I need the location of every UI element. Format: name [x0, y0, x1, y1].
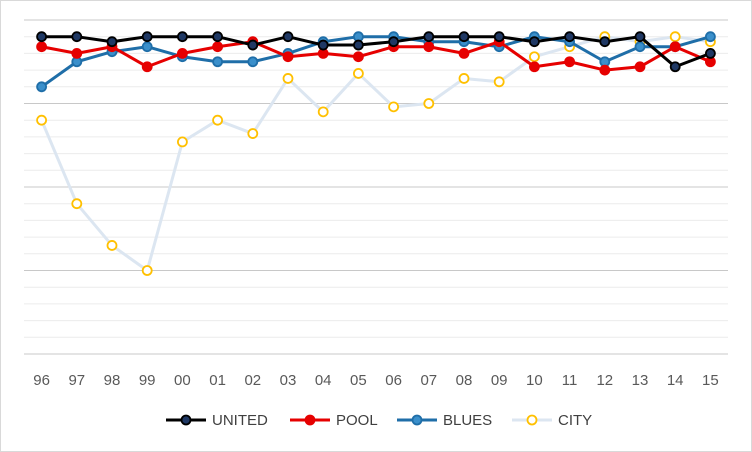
legend-label: POOL: [336, 412, 378, 429]
x-tick-label: 10: [526, 372, 543, 389]
x-tick-label: 07: [420, 372, 437, 389]
legend-marker-swatch: [180, 414, 192, 426]
x-axis: 96 97 98 99 00 01 02 03 04 05 06 07 08 09 10 11 12 13 14 15: [33, 372, 718, 389]
data-point-united: [352, 39, 364, 51]
data-point-pool: [71, 48, 83, 59]
data-point-pool: [282, 51, 294, 63]
data-point-united: [176, 31, 188, 43]
x-tick-label: 02: [244, 372, 261, 389]
series-lines: [36, 31, 716, 276]
data-point-united: [529, 36, 540, 48]
series-line-pool: [41, 40, 711, 72]
legend-marker-swatch: [526, 414, 538, 426]
data-point-pool: [564, 56, 575, 68]
data-point-united: [493, 31, 505, 43]
data-point-pool: [36, 41, 47, 53]
data-point-city: [282, 73, 294, 84]
data-point-pool: [176, 48, 188, 59]
data-point-blues: [212, 56, 224, 68]
x-tick-label: 97: [68, 372, 85, 389]
x-tick-label: 01: [209, 372, 226, 389]
data-point-united: [564, 31, 575, 43]
data-point-pool: [212, 41, 224, 53]
data-point-city: [141, 265, 153, 276]
data-point-united: [36, 31, 47, 43]
data-point-pool: [529, 61, 540, 73]
x-tick-label: 12: [596, 372, 613, 389]
series-united: [36, 31, 716, 73]
data-point-blues: [36, 81, 47, 93]
data-point-united: [71, 31, 83, 43]
data-point-united: [317, 39, 329, 51]
data-point-city: [388, 101, 400, 113]
x-tick-label: 06: [385, 372, 402, 389]
x-tick-label: 08: [456, 372, 473, 389]
data-point-blues: [141, 41, 153, 53]
data-point-city: [458, 73, 470, 84]
data-point-united: [141, 31, 153, 43]
data-point-city: [106, 240, 118, 251]
x-tick-label: 04: [315, 372, 332, 389]
data-point-pool: [141, 61, 153, 73]
data-point-united: [599, 36, 611, 48]
data-point-blues: [634, 41, 646, 53]
data-point-city: [493, 76, 505, 88]
x-tick-label: 13: [632, 372, 649, 389]
data-point-city: [529, 51, 540, 63]
data-point-pool: [599, 64, 611, 76]
series-line-city: [40, 35, 711, 272]
x-tick-label: 99: [139, 372, 156, 389]
legend-label: BLUES: [443, 412, 492, 429]
data-point-pool: [458, 48, 470, 59]
data-point-united: [634, 31, 646, 43]
legend-item-city: CITY: [512, 412, 592, 429]
legend-marker-swatch: [411, 414, 423, 426]
data-point-united: [282, 31, 294, 43]
x-tick-label: 98: [104, 372, 121, 389]
data-point-blues: [247, 56, 259, 68]
data-point-city: [36, 114, 47, 126]
x-tick-label: 15: [702, 372, 719, 389]
x-tick-label: 96: [33, 372, 50, 389]
series-line-blues: [40, 35, 711, 89]
data-point-united: [247, 39, 259, 51]
x-tick-label: 00: [174, 372, 191, 389]
gridlines: [24, 19, 728, 355]
series-line-united: [41, 35, 711, 69]
data-point-city: [317, 106, 329, 118]
data-point-pool: [423, 41, 435, 53]
data-point-city: [71, 198, 83, 210]
data-point-city: [247, 128, 259, 139]
data-point-city: [212, 114, 224, 126]
data-point-united: [388, 36, 400, 48]
legend-label: CITY: [558, 412, 592, 429]
legend-item-pool: POOL: [290, 412, 378, 429]
data-point-pool: [352, 51, 364, 63]
data-point-united: [106, 36, 118, 48]
data-point-city: [423, 98, 435, 109]
x-tick-label: 03: [280, 372, 297, 389]
data-point-city: [669, 31, 681, 43]
data-point-united: [705, 48, 716, 59]
x-tick-label: 14: [667, 372, 684, 389]
x-tick-label: 05: [350, 372, 367, 389]
data-point-united: [458, 31, 470, 43]
data-point-united: [212, 31, 224, 43]
legend-item-blues: BLUES: [397, 412, 492, 429]
data-point-pool: [634, 61, 646, 73]
legend-label: UNITED: [212, 412, 268, 429]
legend-marker-swatch: [304, 414, 316, 426]
legend-item-united: UNITED: [166, 412, 268, 429]
data-point-blues: [705, 31, 716, 43]
x-tick-label: 11: [562, 372, 578, 389]
data-point-city: [352, 68, 364, 79]
x-tick-label: 09: [491, 372, 508, 389]
data-point-city: [176, 136, 188, 148]
data-point-pool: [669, 41, 681, 53]
data-point-united: [423, 31, 435, 43]
data-point-united: [669, 61, 681, 73]
legend: UNITED POOL BLUES CITY: [166, 412, 592, 429]
